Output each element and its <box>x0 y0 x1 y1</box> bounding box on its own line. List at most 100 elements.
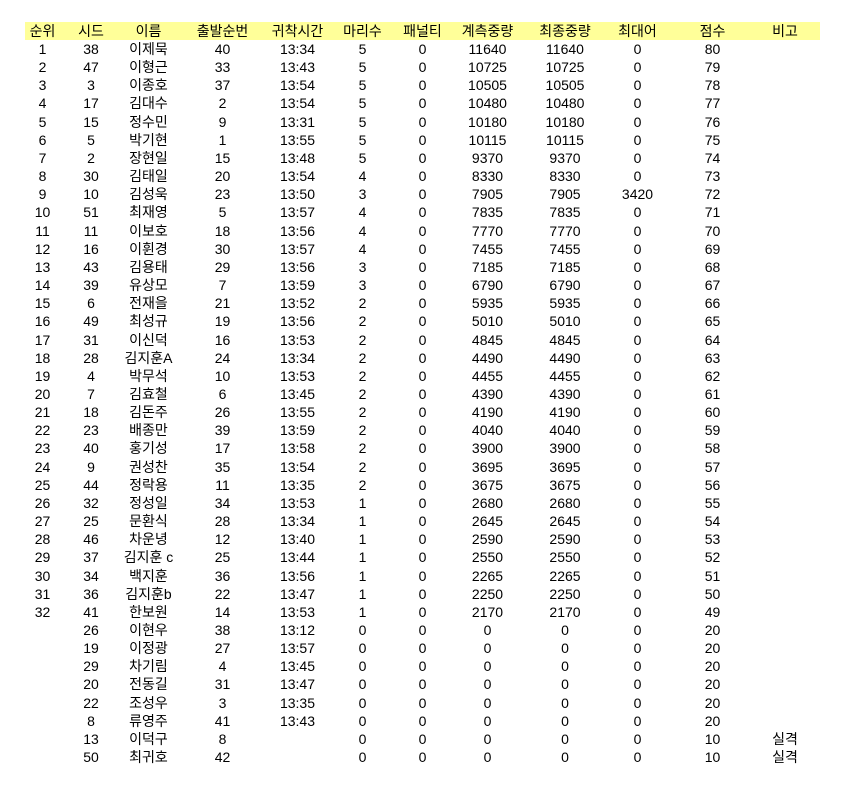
cell-seed: 34 <box>83 567 99 584</box>
table-row: 8 류영주 41 13:43 0 0 0 0 0 20 <box>25 712 820 730</box>
cell-remarks <box>750 331 820 349</box>
cell-final-weight: 0 <box>561 640 569 657</box>
cell-fish-count: 2 <box>358 476 367 493</box>
cell-name: 홍기성 <box>129 440 168 457</box>
cell-score: 70 <box>704 222 721 239</box>
cell-rank: 6 <box>38 131 47 148</box>
cell-seed: 50 <box>83 749 99 766</box>
cell-remarks <box>750 458 820 476</box>
cell-measured-weight: 5010 <box>471 313 504 330</box>
cell-biggest-fish: 0 <box>633 331 642 348</box>
cell-rank: 21 <box>34 404 51 421</box>
cell-name: 배종만 <box>129 422 168 439</box>
cell-fish-count: 2 <box>358 349 367 366</box>
cell-start-order: 31 <box>214 676 231 693</box>
cell-start-order: 22 <box>214 585 231 602</box>
cell-return-time: 13:56 <box>279 567 316 584</box>
cell-return-time: 13:35 <box>279 694 316 711</box>
cell-seed: 30 <box>83 168 99 185</box>
cell-rank <box>25 675 60 693</box>
cell-remarks <box>750 439 820 457</box>
cell-rank: 30 <box>34 567 51 584</box>
cell-score: 20 <box>704 694 721 711</box>
cell-score: 63 <box>704 349 721 366</box>
cell-seed: 41 <box>83 603 99 620</box>
cell-start-order: 23 <box>214 186 231 203</box>
cell-measured-weight: 7770 <box>471 222 504 239</box>
cell-remarks <box>750 167 820 185</box>
cell-start-order: 41 <box>214 712 231 729</box>
cell-biggest-fish: 0 <box>633 531 642 548</box>
cell-seed: 36 <box>83 585 99 602</box>
cell-rank: 29 <box>34 549 51 566</box>
cell-rank: 11 <box>35 222 50 239</box>
table-row: 25 44 정락용 11 13:35 2 0 3675 3675 0 56 <box>25 476 820 494</box>
cell-fish-count: 1 <box>358 549 367 566</box>
cell-fish-count: 0 <box>358 749 367 766</box>
cell-score: 60 <box>704 404 721 421</box>
cell-seed: 10 <box>83 186 99 203</box>
cell-name: 유상모 <box>129 277 168 294</box>
cell-return-time: 13:55 <box>279 404 316 421</box>
table-row: 18 28 김지훈A 24 13:34 2 0 4490 4490 0 63 <box>25 349 820 367</box>
cell-fish-count: 1 <box>358 585 367 602</box>
cell-start-order: 4 <box>218 658 227 675</box>
cell-penalty: 0 <box>418 258 427 275</box>
cell-final-weight: 2250 <box>549 585 581 602</box>
cell-remarks <box>750 385 820 403</box>
cell-name: 이현우 <box>129 622 168 638</box>
cell-biggest-fish: 0 <box>633 313 642 330</box>
cell-name: 김지훈 c <box>123 549 174 566</box>
cell-measured-weight: 2645 <box>471 513 504 530</box>
cell-return-time: 13:58 <box>279 440 316 457</box>
cell-name: 차운녕 <box>129 531 168 548</box>
cell-score: 59 <box>704 422 721 439</box>
table-row: 8 30 김태일 20 13:54 4 0 8330 8330 0 73 <box>25 167 820 185</box>
cell-start-order: 28 <box>214 513 231 530</box>
cell-final-weight: 2170 <box>549 603 581 620</box>
cell-name: 이정광 <box>129 640 168 657</box>
table-row: 32 41 한보원 14 13:53 1 0 2170 2170 0 49 <box>25 603 820 621</box>
cell-penalty: 0 <box>418 603 427 620</box>
cell-score: 53 <box>704 531 721 548</box>
cell-rank: 13 <box>34 258 51 275</box>
cell-penalty: 0 <box>418 567 427 584</box>
cell-score: 10 <box>704 730 721 747</box>
cell-final-weight: 0 <box>561 730 569 747</box>
cell-biggest-fish: 0 <box>633 258 642 275</box>
cell-measured-weight: 0 <box>483 676 492 693</box>
cell-biggest-fish: 0 <box>633 131 642 148</box>
cell-remarks <box>750 58 820 76</box>
table-row: 31 36 김지훈b 22 13:47 1 0 2250 2250 0 50 <box>25 585 820 603</box>
cell-biggest-fish: 0 <box>633 349 642 366</box>
cell-start-order: 2 <box>218 95 227 112</box>
table-row: 5 15 정수민 9 13:31 5 0 10180 10180 0 76 <box>25 113 820 131</box>
cell-score: 72 <box>704 186 721 203</box>
cell-fish-count: 2 <box>358 404 367 421</box>
cell-fish-count: 4 <box>358 222 367 239</box>
cell-seed: 29 <box>83 658 99 675</box>
cell-measured-weight: 7185 <box>471 258 504 275</box>
cell-name: 이형근 <box>129 59 168 76</box>
cell-final-weight: 10180 <box>545 113 585 130</box>
cell-fish-count: 5 <box>358 41 367 57</box>
cell-biggest-fish: 3420 <box>621 186 654 203</box>
cell-seed: 32 <box>83 494 99 511</box>
cell-name: 백지훈 <box>129 567 168 584</box>
cell-final-weight: 2265 <box>549 567 581 584</box>
results-table: 순위 시드 이름 출발순번 귀착시간 마리수 패널티 계측중량 최종중량 최대어 점수 비고 1 38 이… <box>25 22 820 766</box>
cell-penalty: 0 <box>418 240 427 257</box>
cell-final-weight: 2550 <box>549 549 581 566</box>
cell-name: 이종호 <box>129 77 168 94</box>
cell-penalty: 0 <box>418 513 427 530</box>
cell-rank: 5 <box>38 113 47 130</box>
cell-remarks <box>750 131 820 149</box>
header-row: 순위 시드 이름 출발순번 귀착시간 마리수 패널티 계측중량 최종중량 최대어 점수 비고 <box>25 22 820 40</box>
cell-remarks <box>750 149 820 167</box>
cell-final-weight: 0 <box>561 658 569 675</box>
cell-seed: 37 <box>83 549 99 566</box>
cell-rank: 32 <box>34 603 51 620</box>
cell-remarks <box>750 222 820 240</box>
cell-measured-weight: 0 <box>483 749 492 766</box>
cell-fish-count: 0 <box>358 712 367 729</box>
